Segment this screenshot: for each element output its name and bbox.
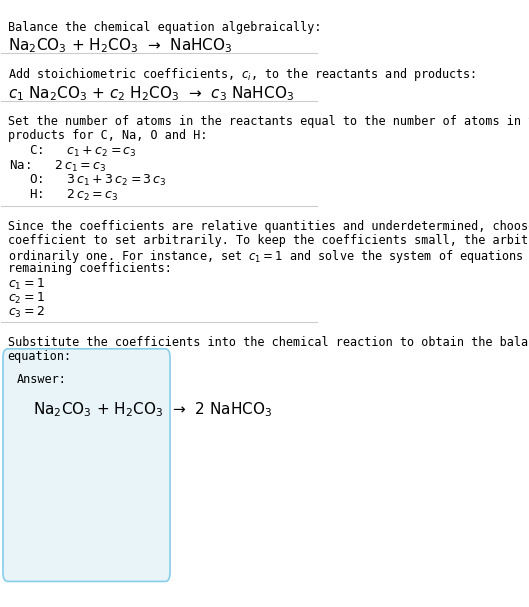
Text: coefficient to set arbitrarily. To keep the coefficients small, the arbitrary va: coefficient to set arbitrarily. To keep … bbox=[8, 234, 529, 247]
Text: $c_1 = 1$: $c_1 = 1$ bbox=[8, 277, 44, 292]
Text: Na$_2$CO$_3$ + H$_2$CO$_3$  →  2 NaHCO$_3$: Na$_2$CO$_3$ + H$_2$CO$_3$ → 2 NaHCO$_3$ bbox=[33, 400, 272, 419]
Text: H:   $2\,c_2 = c_3$: H: $2\,c_2 = c_3$ bbox=[14, 188, 118, 203]
Text: Set the number of atoms in the reactants equal to the number of atoms in the: Set the number of atoms in the reactants… bbox=[8, 115, 529, 128]
Text: Since the coefficients are relative quantities and underdetermined, choose a: Since the coefficients are relative quan… bbox=[8, 220, 529, 233]
Text: Balance the chemical equation algebraically:: Balance the chemical equation algebraica… bbox=[8, 21, 321, 34]
FancyBboxPatch shape bbox=[3, 349, 170, 582]
Text: remaining coefficients:: remaining coefficients: bbox=[8, 262, 171, 275]
Text: Na:   $2\,c_1 = c_3$: Na: $2\,c_1 = c_3$ bbox=[10, 158, 106, 174]
Text: equation:: equation: bbox=[8, 350, 72, 363]
Text: $c_1$ Na$_2$CO$_3$ + $c_2$ H$_2$CO$_3$  →  $c_3$ NaHCO$_3$: $c_1$ Na$_2$CO$_3$ + $c_2$ H$_2$CO$_3$ →… bbox=[8, 84, 294, 103]
Text: O:   $3\,c_1 + 3\,c_2 = 3\,c_3$: O: $3\,c_1 + 3\,c_2 = 3\,c_3$ bbox=[14, 173, 167, 188]
Text: Substitute the coefficients into the chemical reaction to obtain the balanced: Substitute the coefficients into the che… bbox=[8, 336, 529, 349]
Text: Answer:: Answer: bbox=[17, 373, 67, 386]
Text: C:   $c_1 + c_2 = c_3$: C: $c_1 + c_2 = c_3$ bbox=[14, 144, 136, 159]
Text: $c_3 = 2$: $c_3 = 2$ bbox=[8, 305, 44, 320]
Text: ordinarily one. For instance, set $c_1 = 1$ and solve the system of equations fo: ordinarily one. For instance, set $c_1 =… bbox=[8, 248, 529, 265]
Text: Add stoichiometric coefficients, $c_i$, to the reactants and products:: Add stoichiometric coefficients, $c_i$, … bbox=[8, 66, 476, 83]
Text: Na$_2$CO$_3$ + H$_2$CO$_3$  →  NaHCO$_3$: Na$_2$CO$_3$ + H$_2$CO$_3$ → NaHCO$_3$ bbox=[8, 36, 232, 55]
Text: products for C, Na, O and H:: products for C, Na, O and H: bbox=[8, 129, 207, 142]
Text: $c_2 = 1$: $c_2 = 1$ bbox=[8, 291, 44, 306]
